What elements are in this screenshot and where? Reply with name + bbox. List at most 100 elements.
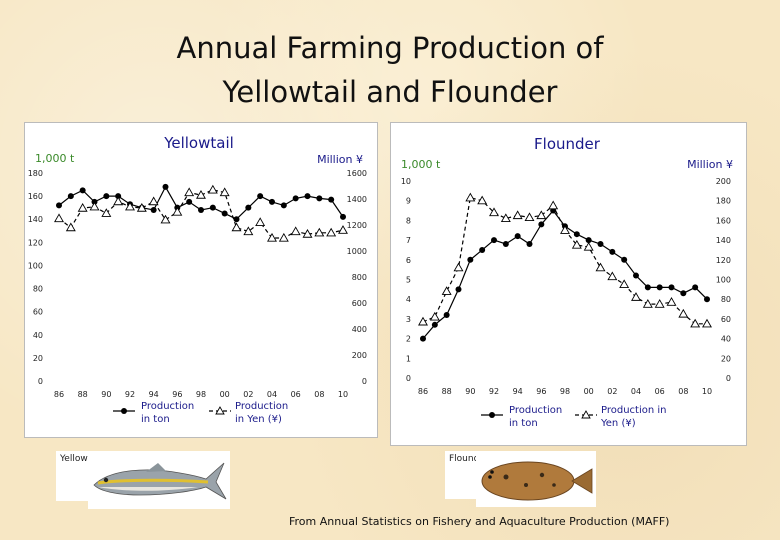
ton-data-point bbox=[668, 284, 675, 291]
yen-data-point bbox=[326, 227, 337, 237]
left-axis-unit: 1,000 t bbox=[401, 158, 441, 171]
ton-data-point bbox=[680, 290, 687, 297]
ton-data-point bbox=[162, 183, 169, 190]
right-tick-label: 1200 bbox=[347, 221, 367, 230]
legend-ton-label-1: Production bbox=[509, 405, 562, 416]
left-tick-label: 60 bbox=[33, 308, 43, 317]
yen-data-point bbox=[583, 241, 594, 251]
yen-data-point bbox=[231, 222, 242, 232]
left-tick-label: 120 bbox=[28, 238, 43, 247]
x-tick-label: 86 bbox=[418, 387, 428, 396]
x-tick-label: 06 bbox=[655, 387, 665, 396]
yen-data-point bbox=[441, 286, 452, 295]
right-tick-label: 120 bbox=[716, 256, 731, 265]
legend-yen-marker bbox=[581, 410, 591, 419]
ton-data-point bbox=[585, 237, 592, 244]
legend-ton-label-2: in ton bbox=[509, 418, 538, 429]
yen-data-point bbox=[113, 196, 124, 206]
yen-data-point bbox=[278, 232, 289, 242]
ton-data-point bbox=[340, 213, 346, 220]
yen-data-point bbox=[536, 210, 547, 220]
ton-data-point bbox=[292, 195, 299, 202]
ton-data-point bbox=[198, 206, 204, 213]
legend-yen-label-2: in Yen (¥) bbox=[235, 414, 282, 425]
ton-data-point bbox=[538, 221, 545, 228]
ton-data-point bbox=[280, 202, 287, 209]
ton-data-point bbox=[79, 187, 86, 194]
ton-data-point bbox=[269, 198, 275, 205]
ton-data-point bbox=[209, 204, 216, 211]
ton-data-point bbox=[491, 237, 497, 244]
left-tick-label: 9 bbox=[406, 197, 411, 206]
left-tick-label: 0 bbox=[406, 374, 411, 383]
yen-data-point bbox=[690, 318, 701, 328]
ton-data-point bbox=[245, 204, 252, 211]
yen-data-point bbox=[548, 200, 559, 210]
ton-data-point bbox=[150, 206, 157, 213]
yen-data-point bbox=[595, 262, 606, 272]
yen-data-point bbox=[678, 308, 689, 318]
yen-data-point bbox=[77, 202, 88, 212]
yen-data-point bbox=[255, 217, 266, 227]
yen-data-point bbox=[654, 299, 665, 308]
right-tick-label: 600 bbox=[352, 299, 367, 308]
x-tick-label: 96 bbox=[172, 390, 182, 399]
right-tick-label: 160 bbox=[716, 216, 731, 225]
yen-data-point bbox=[453, 262, 464, 272]
yen-series-line bbox=[422, 196, 707, 325]
left-tick-label: 2 bbox=[406, 335, 411, 344]
legend-ton-marker bbox=[489, 412, 495, 418]
x-tick-label: 00 bbox=[220, 390, 230, 399]
ton-data-point bbox=[221, 210, 228, 217]
left-tick-label: 140 bbox=[28, 215, 43, 224]
ton-data-point bbox=[633, 272, 639, 279]
yen-data-point bbox=[267, 232, 277, 242]
ton-data-point bbox=[609, 248, 616, 255]
right-tick-label: 100 bbox=[716, 276, 731, 285]
left-axis-unit: 1,000 t bbox=[35, 152, 75, 165]
x-tick-label: 88 bbox=[78, 390, 88, 399]
left-tick-label: 3 bbox=[406, 315, 411, 324]
yen-data-point bbox=[148, 196, 159, 206]
x-tick-label: 94 bbox=[149, 390, 159, 399]
yen-data-point bbox=[290, 226, 301, 236]
right-tick-label: 20 bbox=[721, 354, 731, 363]
left-tick-label: 40 bbox=[33, 331, 43, 340]
x-tick-label: 04 bbox=[267, 390, 277, 399]
legend-yen-label-2: Yen (¥) bbox=[600, 418, 636, 429]
ton-data-point bbox=[514, 233, 521, 240]
x-tick-label: 96 bbox=[536, 387, 546, 396]
right-tick-label: 400 bbox=[352, 325, 367, 334]
ton-data-point bbox=[328, 196, 335, 203]
ton-data-point bbox=[656, 284, 663, 291]
legend-yen-label-1: Production bbox=[235, 401, 288, 412]
right-tick-label: 200 bbox=[716, 177, 731, 186]
yen-data-point bbox=[560, 225, 570, 234]
yellowtail-chart-panel: Yellowtail 1,000 t Million ¥0 20 40 60 80 100 12… bbox=[24, 122, 378, 438]
legend-ton-label-2: in ton bbox=[141, 414, 170, 425]
x-tick-label: 88 bbox=[442, 387, 452, 396]
right-tick-label: 1000 bbox=[347, 247, 367, 256]
left-tick-label: 0 bbox=[38, 377, 43, 386]
ton-data-point bbox=[431, 321, 438, 328]
yen-data-point bbox=[619, 279, 630, 289]
yen-data-point bbox=[500, 213, 511, 223]
x-tick-label: 90 bbox=[101, 390, 111, 399]
right-tick-label: 200 bbox=[352, 351, 367, 360]
ton-data-point bbox=[56, 202, 62, 209]
legend-yen-marker bbox=[215, 406, 225, 415]
left-tick-label: 100 bbox=[28, 261, 43, 270]
yen-data-point bbox=[429, 311, 440, 321]
right-tick-label: 40 bbox=[721, 335, 731, 344]
chart-title: Flounder bbox=[534, 135, 601, 153]
page-title-line-2: Yellowtail and Flounder bbox=[222, 75, 558, 109]
right-tick-label: 800 bbox=[352, 273, 367, 282]
yen-data-point bbox=[607, 271, 618, 281]
left-tick-label: 180 bbox=[28, 169, 43, 178]
left-tick-label: 8 bbox=[406, 216, 411, 225]
x-tick-label: 92 bbox=[125, 390, 135, 399]
ton-data-point bbox=[103, 193, 110, 200]
x-tick-label: 98 bbox=[196, 390, 206, 399]
legend-ton-marker bbox=[121, 408, 127, 414]
